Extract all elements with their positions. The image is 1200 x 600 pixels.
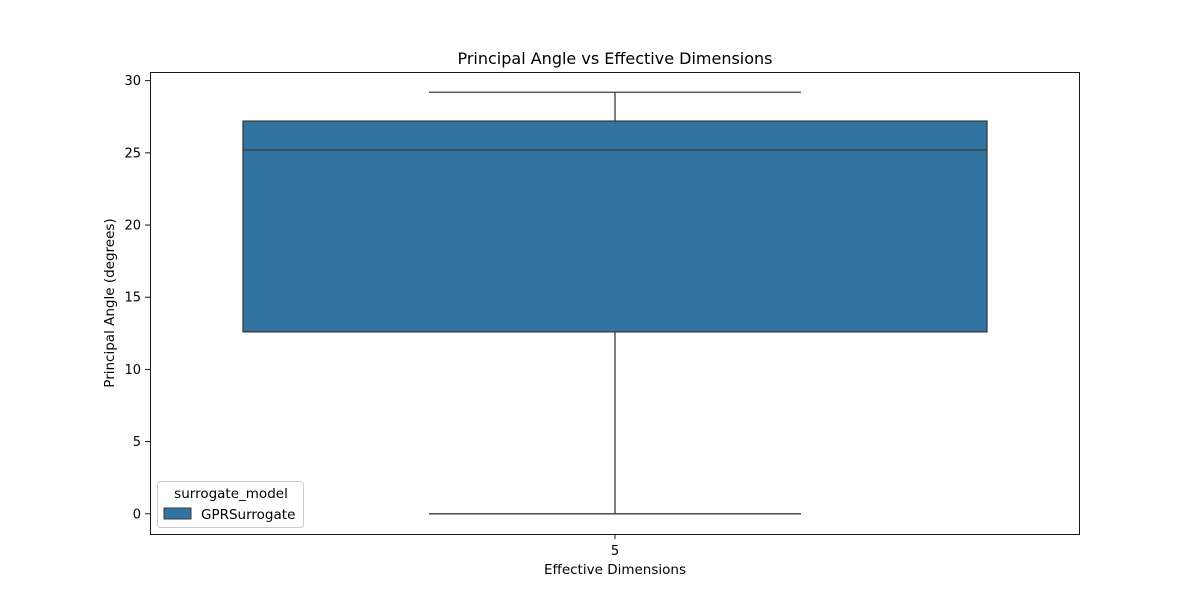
y-tick-label: 20 [124, 219, 141, 234]
plot-frame [150, 72, 1080, 535]
x-axis-label: Effective Dimensions [544, 562, 686, 578]
y-axis: 0 5 10 15 20 25 30 [124, 74, 150, 522]
y-tick-label: 10 [124, 363, 141, 378]
y-tick-label: 0 [133, 507, 141, 522]
y-tick-label: 15 [124, 291, 141, 306]
legend-swatch-gprsurrogate [163, 507, 192, 520]
plot-area [242, 91, 988, 515]
y-axis-label: Principal Angle (degrees) [102, 218, 118, 387]
legend: surrogate_model GPRSurrogate [157, 481, 304, 528]
y-tick-label: 30 [124, 74, 141, 89]
box-iqr [242, 120, 988, 333]
x-tick-label: 5 [611, 544, 619, 559]
legend-label-gprsurrogate: GPRSurrogate [201, 507, 295, 523]
y-tick-label: 5 [133, 435, 141, 450]
y-tick-label: 25 [124, 146, 141, 161]
legend-box [157, 481, 304, 528]
legend-title: surrogate_model [174, 486, 288, 502]
chart-title: Principal Angle vs Effective Dimensions [457, 49, 772, 68]
